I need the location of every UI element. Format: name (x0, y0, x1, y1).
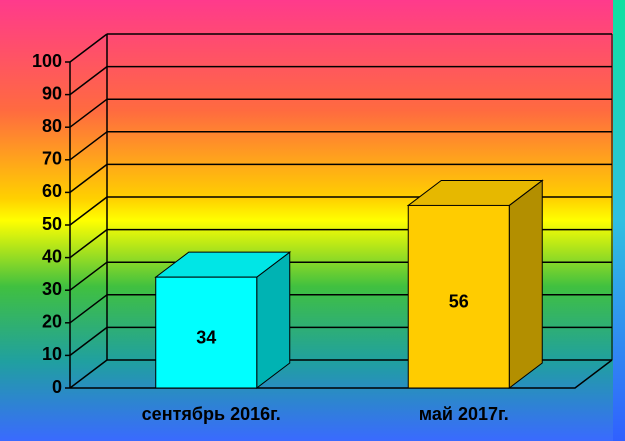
bar (155, 276, 258, 389)
y-tick-label: 50 (42, 214, 62, 234)
grid-line (69, 196, 108, 226)
value-label: 56 (449, 291, 469, 311)
grid-line (69, 359, 108, 389)
bar (407, 204, 510, 389)
side-strip (613, 0, 625, 441)
bar-side (508, 179, 543, 390)
value-label: 34 (196, 327, 216, 347)
y-tick-label: 20 (42, 312, 62, 332)
grid-line (69, 98, 108, 128)
grid-line (69, 261, 108, 291)
grid-line (69, 229, 108, 259)
y-tick-label: 10 (42, 344, 62, 364)
grid-line (69, 294, 108, 324)
grid-line (69, 163, 108, 193)
y-tick-label: 0 (52, 377, 62, 397)
grid-line (69, 131, 108, 161)
x-tick-label: сентябрь 2016г. (142, 404, 281, 424)
y-tick-label: 90 (42, 83, 62, 103)
y-tick-label: 40 (42, 246, 62, 266)
y-tick-label: 80 (42, 116, 62, 136)
y-tick-label: 60 (42, 181, 62, 201)
grid-line (69, 66, 108, 96)
x-tick-label: май 2017г. (419, 404, 509, 424)
grid-line (69, 326, 108, 356)
y-tick-label: 70 (42, 149, 62, 169)
grid-line (69, 33, 108, 63)
y-tick-label: 30 (42, 279, 62, 299)
y-tick-label: 100 (32, 51, 62, 71)
